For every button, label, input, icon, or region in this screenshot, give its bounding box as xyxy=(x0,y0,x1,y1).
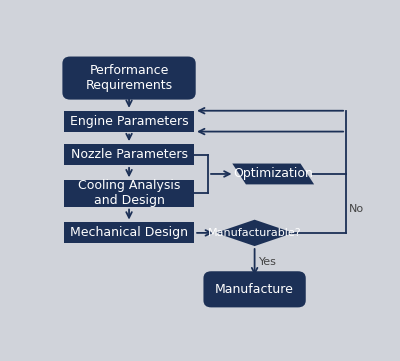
Polygon shape xyxy=(232,164,314,184)
Text: Nozzle Parameters: Nozzle Parameters xyxy=(70,148,188,161)
Text: Manufacturable?: Manufacturable? xyxy=(208,228,302,238)
Bar xyxy=(64,144,194,165)
Bar xyxy=(64,222,194,243)
Text: Manufacture: Manufacture xyxy=(215,283,294,296)
Text: Performance
Requirements: Performance Requirements xyxy=(86,64,173,92)
Text: Cooling Analysis
and Design: Cooling Analysis and Design xyxy=(78,179,180,208)
Text: Optimization: Optimization xyxy=(233,168,313,180)
Bar xyxy=(64,111,194,131)
Text: No: No xyxy=(348,204,364,214)
FancyBboxPatch shape xyxy=(62,57,196,100)
Text: Engine Parameters: Engine Parameters xyxy=(70,115,188,128)
FancyBboxPatch shape xyxy=(204,271,306,308)
Text: Mechanical Design: Mechanical Design xyxy=(70,226,188,239)
Bar xyxy=(64,180,194,206)
Text: Yes: Yes xyxy=(259,257,277,267)
Polygon shape xyxy=(216,220,293,246)
